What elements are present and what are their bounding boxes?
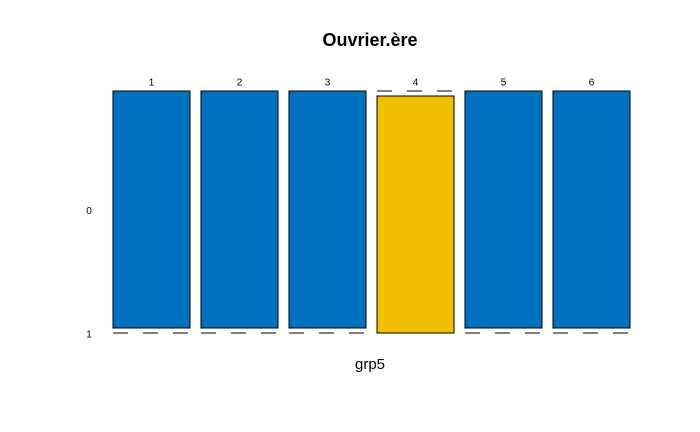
chart-title: Ouvrier.ère xyxy=(322,30,417,50)
x-tick-label: 5 xyxy=(501,78,507,89)
mosaic-tile xyxy=(552,90,631,329)
mosaic-tile xyxy=(464,90,543,329)
x-tick-label: 4 xyxy=(413,78,419,89)
mosaic-tile xyxy=(112,90,191,329)
mosaic-tile xyxy=(200,90,279,329)
y-tick-label: 1 xyxy=(86,330,92,341)
x-tick-label: 1 xyxy=(149,78,155,89)
x-axis-label: grp5 xyxy=(355,356,385,373)
mosaic-tile xyxy=(376,95,455,334)
x-tick-label: 2 xyxy=(237,78,243,89)
y-tick-label: 0 xyxy=(86,206,92,217)
x-tick-label: 6 xyxy=(589,78,595,89)
mosaic-tile xyxy=(288,90,367,329)
x-tick-label: 3 xyxy=(325,78,331,89)
